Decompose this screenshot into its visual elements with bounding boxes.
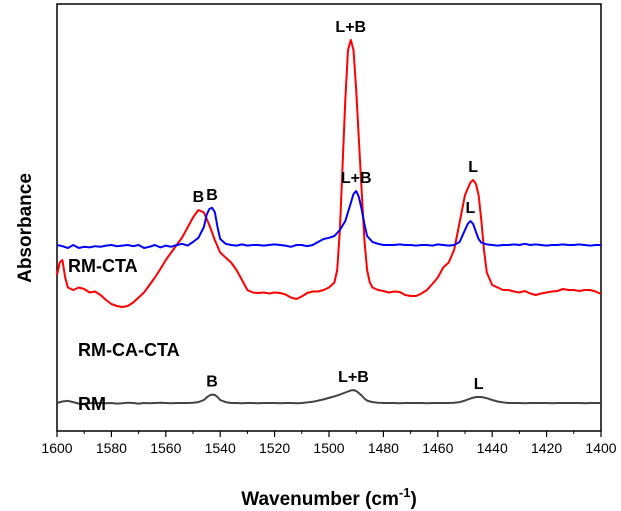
x-tick-label: 1540 <box>205 440 236 456</box>
peak-label: L <box>468 159 478 176</box>
plot-frame <box>56 3 602 432</box>
series-layer <box>56 39 602 405</box>
peak-label: L <box>474 376 484 393</box>
x-axis-title: Wavenumber (cm-1) <box>241 485 417 510</box>
x-tick-label: 1460 <box>422 440 453 456</box>
peak-label: B <box>206 187 218 204</box>
series-label: RM-CA-CTA <box>78 340 180 360</box>
x-tick-label: 1580 <box>96 440 127 456</box>
series-label: RM <box>78 394 106 414</box>
x-axis-ticks: 1600 1580 1560 1540 1520 1500 1480 1460 1440 1420… <box>41 431 617 456</box>
y-axis-title: Absorbance <box>15 173 36 283</box>
x-tick-label: 1500 <box>313 440 344 456</box>
series-line-rm-ca-cta <box>56 190 601 249</box>
x-tick-label: 1560 <box>150 440 181 456</box>
x-tick-label: 1600 <box>41 440 72 456</box>
peak-label: L <box>466 200 476 217</box>
peak-label: L+B <box>341 170 372 187</box>
plot-border <box>56 3 602 432</box>
x-tick-label: 1480 <box>368 440 399 456</box>
x-tick-label: 1420 <box>531 440 562 456</box>
series-label: RM-CTA <box>68 256 138 276</box>
series-line-rm-cta <box>56 39 602 308</box>
peak-label: B <box>206 374 218 391</box>
peak-label: L+B <box>335 19 366 36</box>
annotation-layer: L+B B L B L+B L B L+B L RM-CTA RM-CA-CTA RM <box>68 19 484 414</box>
x-tick-label: 1440 <box>477 440 508 456</box>
x-tick-label: 1520 <box>259 440 290 456</box>
series-line-rm <box>56 389 601 405</box>
peak-label: B <box>193 189 205 206</box>
peak-label: L+B <box>338 369 369 386</box>
x-tick-label: 1400 <box>585 440 616 456</box>
